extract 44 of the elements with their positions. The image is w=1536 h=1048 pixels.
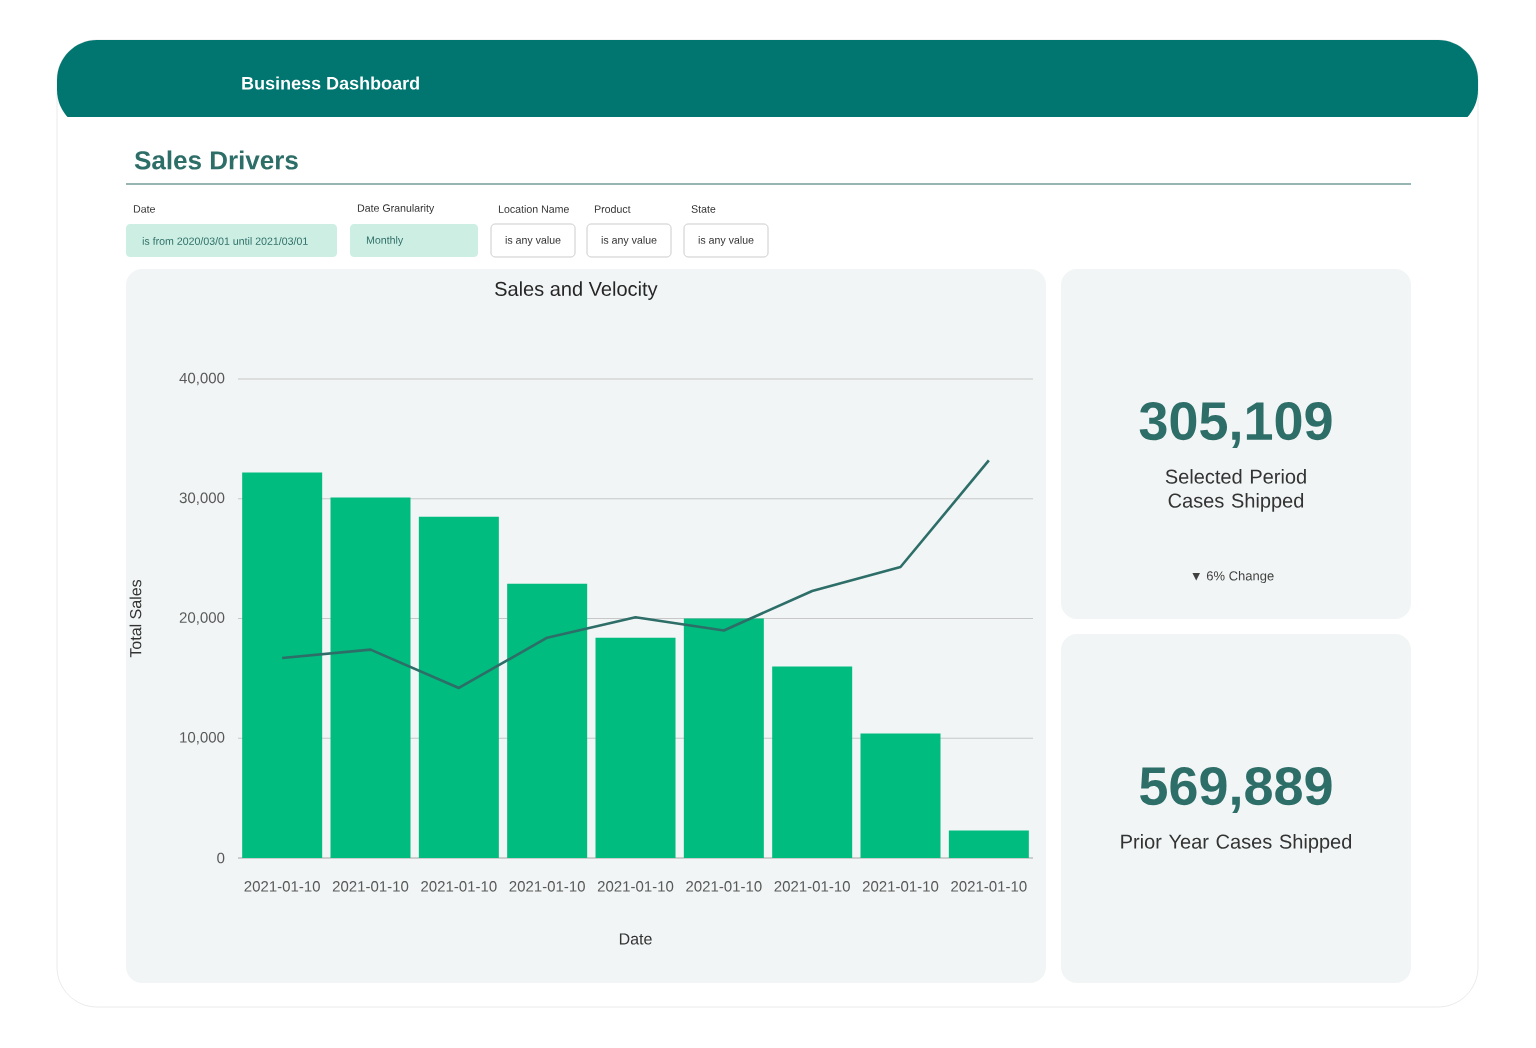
x-tick-label: 2021-01-10 (686, 881, 762, 892)
x-tick-label: 2021-01-10 (244, 881, 320, 892)
text: is from 2020/03/01 until 2021/03/01 (142, 237, 308, 245)
y-tick-label: 0 (217, 852, 225, 864)
bar (330, 497, 411, 858)
y-tick-label: 40,000 (179, 372, 225, 386)
x-tick-label: 2021-01-10 (332, 881, 409, 892)
text: Date Granularity (357, 204, 435, 214)
text: Monthly (366, 236, 404, 246)
x-tick-label: 2021-01-10 (597, 881, 674, 892)
x-axis-title: Date (619, 933, 652, 945)
bar (242, 472, 323, 858)
y-tick-label: 30,000 (179, 492, 225, 505)
y-tick-label: 20,000 (179, 612, 225, 625)
text: is any value (505, 236, 561, 246)
text: 305,109 (1139, 401, 1332, 449)
bar (507, 583, 588, 858)
text: Selected Period Cases Shipped (1165, 469, 1306, 512)
text: is any value (601, 236, 657, 246)
x-tick-label: 2021-01-10 (862, 881, 939, 892)
bar (418, 516, 499, 858)
text: Sales Drivers (134, 150, 298, 170)
bar (860, 733, 941, 858)
bar (948, 830, 1029, 858)
y-tick-label: 10,000 (180, 732, 225, 745)
text: ▼ 6% Change (1192, 570, 1274, 584)
text: Prior Year Cases Shipped (1121, 834, 1352, 853)
text: Date (133, 205, 155, 213)
bar (595, 637, 676, 858)
text: State (691, 205, 716, 213)
text: Business Dashboard (242, 76, 419, 90)
bar (683, 618, 764, 858)
chart-title: Sales and Velocity (495, 281, 658, 300)
line-series (280, 459, 991, 690)
text: Product (594, 205, 631, 213)
y-axis-title: Total Sales (129, 579, 142, 658)
x-tick-label: 2021-01-10 (774, 881, 850, 892)
text: 569,889 (1140, 766, 1332, 814)
x-tick-label: 2021-01-10 (509, 881, 585, 892)
text: is any value (698, 236, 754, 246)
bar (772, 666, 853, 858)
x-tick-label: 2021-01-10 (951, 881, 1027, 892)
text: Location Name (498, 205, 569, 213)
x-tick-label: 2021-01-10 (421, 881, 497, 892)
